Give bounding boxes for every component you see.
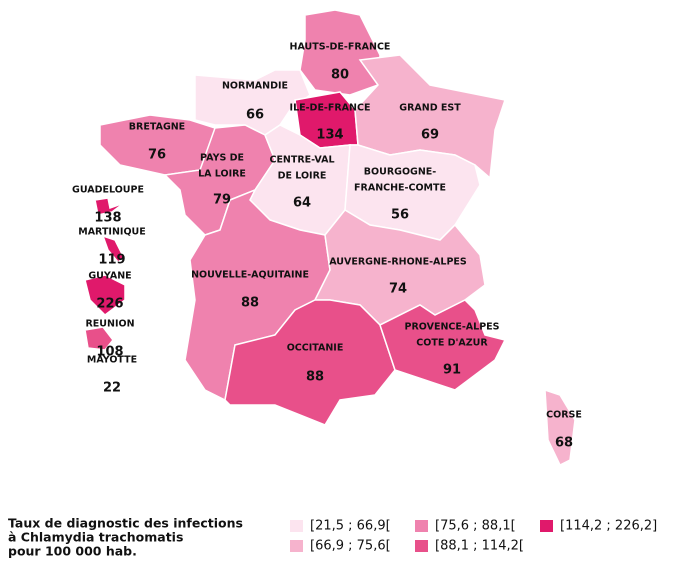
- region-name: CENTRE-VAL: [269, 155, 334, 166]
- region-name: FRANCHE-COMTE: [354, 183, 446, 194]
- legend-label: [88,1 ; 114,2[: [435, 539, 524, 554]
- region-name: NOUVELLE-AQUITAINE: [191, 270, 309, 281]
- region: [224, 299, 396, 426]
- region: [84, 326, 114, 351]
- region-value: 80: [331, 68, 349, 83]
- region-name: CORSE: [546, 410, 582, 421]
- legend-swatch: [415, 540, 428, 552]
- region-name: REUNION: [85, 319, 134, 330]
- region: [194, 69, 311, 136]
- region-name: DE LOIRE: [278, 171, 327, 182]
- region-value: 66: [246, 108, 264, 123]
- region-value: 108: [96, 345, 123, 360]
- region-name: GRAND EST: [399, 103, 461, 114]
- region-name: BRETAGNE: [129, 122, 185, 133]
- legend-title: Taux de diagnostic des infections: [8, 516, 243, 531]
- legend-title: à Chlamydia trachomatis: [8, 530, 183, 545]
- legend-swatch: [540, 520, 553, 532]
- region-value: 56: [391, 208, 409, 223]
- region-value: 68: [555, 436, 573, 451]
- region-name: PAYS DE: [200, 153, 244, 164]
- legend-title: pour 100 000 hab.: [8, 544, 137, 559]
- region-value: 69: [421, 128, 439, 143]
- legend-label: [66,9 ; 75,6[: [310, 539, 391, 554]
- region: [379, 299, 507, 391]
- region-name: MAYOTTE: [87, 355, 137, 366]
- region-value: 88: [306, 370, 324, 385]
- legend-label: [75,6 ; 88,1[: [435, 519, 516, 534]
- region-name: HAUTS-DE-FRANCE: [290, 42, 391, 53]
- region-value: 79: [213, 193, 231, 208]
- region-value: 91: [443, 363, 461, 378]
- region-name: OCCITANIE: [287, 343, 344, 354]
- region-value: 226: [96, 297, 123, 312]
- region-value: 134: [316, 128, 343, 143]
- region-name: GUYANE: [88, 271, 131, 282]
- region-value: 22: [103, 381, 121, 396]
- region: [299, 9, 381, 96]
- region-name: BOURGOGNE-: [364, 167, 436, 178]
- legend-swatch: [290, 520, 303, 532]
- region-name: LA LOIRE: [198, 169, 246, 180]
- region: [84, 274, 126, 316]
- legend-label: [21,5 ; 66,9[: [310, 519, 391, 534]
- region-name: COTE D'AZUR: [416, 338, 488, 349]
- region: [544, 388, 576, 467]
- region-name: ILE-DE-FRANCE: [290, 103, 371, 114]
- region-value: 88: [241, 296, 259, 311]
- region-value: 64: [293, 196, 311, 211]
- region-name: AUVERGNE-RHONE-ALPES: [329, 257, 467, 268]
- region-value: 138: [94, 211, 121, 226]
- legend-swatch: [290, 540, 303, 552]
- region-value: 119: [98, 253, 125, 268]
- region: [101, 234, 125, 263]
- region-name: GUADELOUPE: [72, 185, 144, 196]
- legend-swatch: [415, 520, 428, 532]
- region-name: NORMANDIE: [222, 81, 288, 92]
- region-value: 76: [148, 148, 166, 163]
- legend-label: [114,2 ; 226,2]: [560, 519, 657, 534]
- region: [94, 197, 125, 216]
- region-name: MARTINIQUE: [78, 227, 145, 238]
- region-name: PROVENCE-ALPES: [405, 322, 500, 333]
- region-value: 74: [389, 282, 407, 297]
